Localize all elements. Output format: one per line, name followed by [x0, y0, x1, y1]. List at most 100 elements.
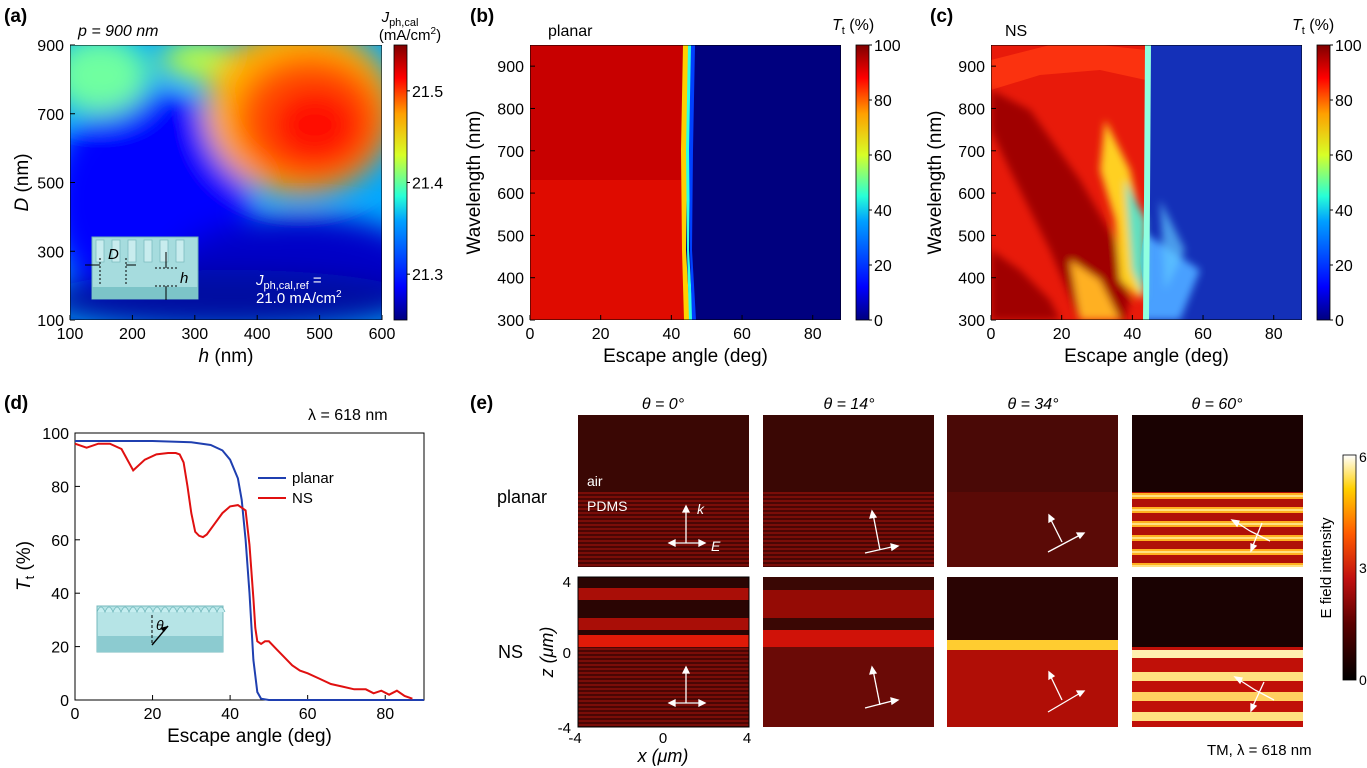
x-tick-0: 0: [659, 730, 667, 747]
panel-b-colorbar: [855, 44, 870, 321]
legend-label-ns: NS: [292, 490, 313, 507]
panel-a-colorbar-tick: 21.5: [412, 84, 443, 101]
panel-c-colorbar-tick: 60: [1335, 148, 1353, 165]
panel-e-axes: 4 0 -4 -4 0 4 z (μm) x (μm): [537, 574, 751, 766]
field-map-planar-0: [578, 415, 749, 567]
panel-c-x-tick-label: 80: [1265, 326, 1283, 343]
panel-a-structure-inset: D h: [85, 236, 199, 300]
panel-b-x-tick-label: 80: [804, 326, 822, 343]
field-map-ns-60: [1132, 577, 1303, 727]
legend-label-planar: planar: [292, 470, 334, 487]
row-label-planar: planar: [497, 487, 547, 507]
field-map-planar-34: [947, 415, 1118, 567]
panel-b-colorbar-tick: 40: [874, 203, 892, 220]
panel-b-x-tick-label: 0: [526, 326, 535, 343]
panel-c-y-tick-label: 500: [958, 228, 985, 245]
air-label: air: [587, 473, 603, 489]
column-title-60: θ = 60°: [1191, 396, 1243, 413]
z-tick-0: 0: [563, 645, 571, 662]
panel-b-y-tick-label: 800: [497, 101, 524, 118]
panel-a-reference-value: 21.0 mA/cm2: [256, 289, 342, 307]
panel-d-x-tick-label: 20: [144, 706, 162, 723]
panel-a-x-tick-label: 100: [57, 326, 84, 343]
panel-c-colorbar-tick: 20: [1335, 258, 1353, 275]
panel-b-x-axis-label: Escape angle (deg): [603, 346, 768, 367]
panel-a-x-tick-label: 600: [369, 326, 396, 343]
field-map-ns-14: [763, 577, 934, 727]
field-map-planar-60: [1132, 415, 1303, 567]
panel-c-x-axis-label: Escape angle (deg): [1064, 346, 1229, 367]
column-title-34: θ = 34°: [1007, 396, 1059, 413]
arrows-ns-14: [864, 665, 900, 709]
e-cb-tick-0: 0: [1359, 672, 1367, 688]
column-title-14: θ = 14°: [823, 396, 875, 413]
inset-h-label: h: [180, 270, 188, 287]
e-cb-label: E field intensity: [1318, 517, 1335, 618]
panel-c-x-tick-label: 40: [1123, 326, 1141, 343]
panel-b-x-tick-label: 40: [662, 326, 680, 343]
panel-c-x-tick-label: 0: [987, 326, 996, 343]
panel-c-y-tick-label: 700: [958, 144, 985, 161]
panel-e-footer: TM, λ = 618 nm: [1207, 742, 1312, 759]
panel-a: (a) p = 900 nm 100 200 300 400 500 600 100 300 5…: [4, 6, 443, 367]
arrows-ns-0: [667, 665, 707, 708]
panel-c-colorbar: [1316, 44, 1331, 321]
inset-theta-label: θ: [156, 617, 164, 633]
panel-b-colorbar-title: Tt (%): [832, 17, 874, 37]
panel-a-heatmap: [70, 45, 382, 320]
panel-d-plot-frame: [74, 432, 425, 701]
panel-c-x-tick-label: 20: [1053, 326, 1071, 343]
panel-c-colorbar-tick: 100: [1335, 38, 1362, 55]
panel-a-x-axis-label: h (nm): [199, 346, 254, 367]
series-line-ns: [74, 442, 413, 700]
z-axis-label: z (μm): [537, 627, 557, 679]
panel-d: (d) λ = 618 nm 0 20 40 60 80 0 20 40 60 80 100 Esca…: [4, 393, 425, 747]
panel-d-x-tick-label: 80: [376, 706, 394, 723]
panel-b-label: (b): [470, 6, 494, 27]
panel-d-x-tick-label: 0: [71, 706, 80, 723]
panel-b-x-tick-label: 20: [592, 326, 610, 343]
panel-a-colorbar: [393, 44, 408, 321]
panel-a-y-tick-label: 500: [37, 176, 64, 193]
panel-c-colorbar-tick: 0: [1335, 313, 1344, 330]
panel-b-x-tick-label: 60: [733, 326, 751, 343]
panel-a-period-note: p = 900 nm: [77, 23, 159, 40]
panel-d-y-tick-label: 40: [51, 586, 69, 603]
panel-b: (b) planar Tt (%) 0 20 40 60 803004005006007…: [464, 6, 901, 367]
panel-b-colorbar-tick: 100: [874, 38, 901, 55]
panel-a-reference-label: Jph,cal,ref =: [255, 272, 322, 292]
panel-c-y-axis-label: Wavelength (nm): [925, 111, 946, 255]
panel-c-y-tick-label: 900: [958, 59, 985, 76]
panel-b-colorbar-tick: 20: [874, 258, 892, 275]
panel-c-colorbar-title: Tt (%): [1292, 17, 1334, 37]
column-title-0: θ = 0°: [642, 396, 685, 413]
panel-c-label: (c): [930, 6, 953, 27]
panel-d-y-tick-label: 20: [51, 640, 69, 657]
panel-b-y-tick-label: 600: [497, 186, 524, 203]
panel-a-y-tick-label: 100: [37, 313, 64, 330]
arrows-planar-34: [1047, 513, 1086, 553]
arrows-planar-60: [1230, 519, 1271, 553]
panel-b-y-tick-label: 400: [497, 271, 524, 288]
panel-b-colorbar-tick: 0: [874, 313, 883, 330]
panel-c-y-tick-label: 800: [958, 101, 985, 118]
inset-d-label: D: [108, 246, 119, 263]
panel-c-colorbar-tick: 80: [1335, 93, 1353, 110]
panel-a-colorbar-tick: 21.3: [412, 267, 443, 284]
arrows-planar-0: [667, 504, 707, 548]
panel-a-y-tick-label: 700: [37, 107, 64, 124]
panel-d-y-tick-label: 60: [51, 533, 69, 550]
panel-d-x-axis-label: Escape angle (deg): [167, 726, 332, 747]
panel-c: (c) NS Tt (%) 0 20 40 60 8030040050060070080…: [925, 6, 1362, 367]
k-vector-label: k: [697, 501, 705, 517]
row-label-ns: NS: [498, 642, 523, 662]
panel-a-x-tick-label: 300: [181, 326, 208, 343]
panel-e: (e) θ = 0° θ = 14° θ = 34° θ = 60°: [470, 393, 1367, 766]
panel-a-x-tick-label: 500: [306, 326, 333, 343]
pdms-label: PDMS: [587, 498, 627, 514]
panel-c-y-tick-label: 600: [958, 186, 985, 203]
panel-a-colorbar-unit: (mA/cm2): [379, 26, 441, 44]
z-tick-4: 4: [563, 574, 571, 591]
panel-d-y-tick-label: 100: [42, 426, 69, 443]
panel-b-y-tick-label: 700: [497, 144, 524, 161]
